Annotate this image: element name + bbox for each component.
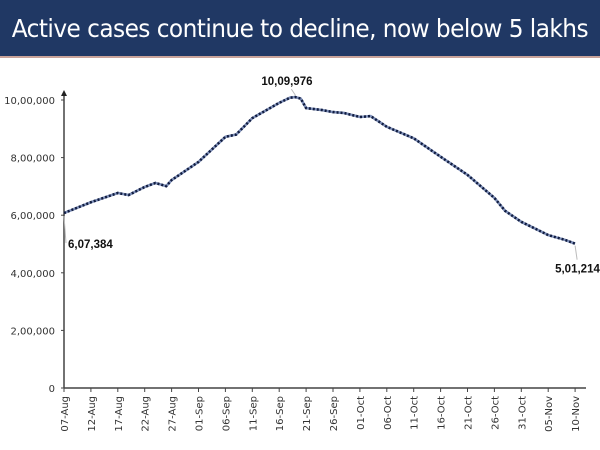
axes — [61, 90, 586, 392]
y-axis-arrow — [61, 90, 67, 96]
x-tick-label: 26-Oct — [490, 396, 501, 430]
x-tick-label: 05-Nov — [544, 396, 555, 432]
x-tick-label: 12-Aug — [87, 396, 98, 432]
x-tick-label: 01-Oct — [356, 396, 367, 430]
x-tick-label: 06-Oct — [383, 396, 394, 430]
chart-title: Active cases continue to decline, now be… — [11, 13, 589, 43]
x-tick-label: 07-Aug — [60, 396, 71, 432]
y-tick-label: 10,00,000 — [4, 96, 55, 107]
y-tick-labels: 0 2,00,000 4,00,000 6,00,000 8,00,000 10,00,0… — [4, 96, 55, 395]
x-tick-label: 31-Oct — [517, 396, 528, 430]
x-tick-label: 22-Aug — [141, 396, 152, 432]
x-tick-labels: 07-Aug 12-Aug 17-Aug 22-Aug 27-Aug 01-Sep 06-S… — [60, 396, 582, 432]
x-tick-label: 11-Sep — [248, 396, 259, 431]
x-tick-label: 17-Aug — [114, 396, 125, 432]
annotation-leader — [63, 216, 67, 244]
x-tick-label: 10-Nov — [571, 396, 582, 432]
series-line-halo — [63, 95, 576, 245]
y-tick-label: 0 — [49, 384, 55, 395]
x-tick-label: 21-Oct — [464, 396, 475, 430]
x-tick-label: 21-Sep — [302, 396, 313, 431]
y-tick-label: 8,00,000 — [10, 154, 55, 165]
x-tick-label: 26-Sep — [329, 396, 340, 431]
x-tick-label: 16-Sep — [275, 396, 286, 431]
series-line-dots — [63, 95, 576, 245]
annotation-label: 10,09,976 — [261, 76, 312, 88]
y-tick-label: 2,00,000 — [10, 326, 55, 337]
series-line — [63, 95, 576, 245]
annotation-leader — [574, 245, 578, 260]
annotation-label: 5,01,214 — [555, 264, 600, 276]
x-tick-label: 27-Aug — [168, 396, 179, 432]
x-tick-label: 11-Oct — [410, 396, 421, 430]
annotation-label: 6,07,384 — [68, 239, 113, 251]
annotations: 6,07,384 10,09,976 5,01,214 — [63, 76, 600, 276]
annotation-leader — [290, 88, 296, 96]
y-tick-label: 4,00,000 — [10, 269, 55, 280]
x-tick-label: 06-Sep — [221, 396, 232, 431]
x-tick-label: 01-Sep — [195, 396, 206, 431]
title-banner: Active cases continue to decline, now be… — [0, 0, 600, 58]
y-tick-label: 6,00,000 — [10, 211, 55, 222]
x-tick-label: 16-Oct — [437, 396, 448, 430]
